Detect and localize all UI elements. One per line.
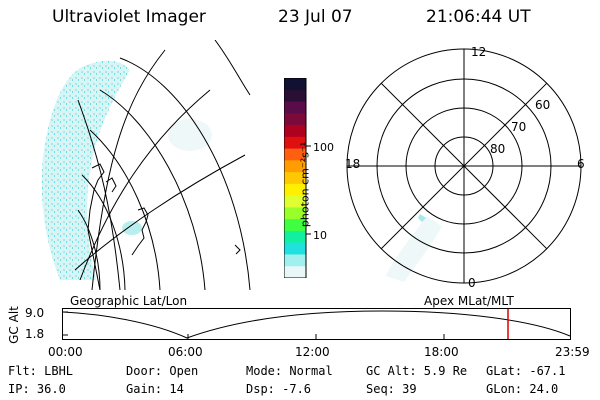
- colorbar-segment: [284, 230, 306, 244]
- colorbar-segment: [284, 242, 306, 255]
- colorbar-unit-label: photon cm⁻²s⁻¹: [298, 141, 312, 228]
- auroral-emission: [41, 60, 131, 280]
- gain-value: Gain: 14: [126, 382, 184, 396]
- colorbar-segment: [284, 101, 306, 114]
- mlt-label-0: 0: [468, 276, 476, 290]
- orbit-xtick: 06:00: [168, 345, 203, 359]
- colorbar-tick-label: 10: [313, 229, 327, 242]
- colorbar-segment: [284, 254, 306, 267]
- lat-label-60: 60: [535, 98, 551, 112]
- orbit-ytick-max: 9.0: [25, 306, 45, 320]
- colorbar-segment: [284, 183, 306, 197]
- colorbar-segment: [284, 207, 306, 220]
- orbit-ylabel: GC Alt: [6, 306, 21, 344]
- colorbar: [284, 78, 311, 278]
- gc-alt-value: GC Alt: 5.9 Re: [366, 364, 468, 378]
- mlt-label-12: 12: [471, 45, 487, 59]
- colorbar-segment: [284, 78, 306, 91]
- colorbar-segment: [284, 172, 306, 185]
- glat-value: GLat: -67.1: [486, 364, 566, 378]
- glon-value: GLon: 24.0: [486, 382, 559, 396]
- orbit-xtick: 18:00: [424, 345, 459, 359]
- colorbar-segment: [284, 125, 306, 138]
- colorbar-segment: [284, 113, 306, 126]
- dsp-value: Dsp: -7.6: [246, 382, 312, 396]
- left-panel-caption: Geographic Lat/Lon: [70, 294, 188, 308]
- coastline: [87, 163, 241, 290]
- orbit-xtick: 23:59: [555, 345, 590, 359]
- orbit-altitude-plot: [62, 308, 571, 340]
- colorbar-segment: [284, 160, 306, 173]
- colorbar-segment: [284, 148, 306, 161]
- seq-value: Seq: 39: [366, 382, 417, 396]
- colorbar-segment: [284, 136, 306, 150]
- colorbar-segment: [284, 195, 306, 208]
- instrument-title: Ultraviolet Imager: [52, 7, 206, 27]
- mlt-axis: [380, 82, 548, 250]
- ip-value: IP: 36.0: [8, 382, 66, 396]
- polar-plot: [346, 48, 582, 284]
- faint-emission: [168, 119, 212, 151]
- geographic-image-panel: [41, 40, 251, 290]
- lat-label-80: 80: [490, 142, 506, 156]
- mlt-label-18: 18: [345, 157, 361, 171]
- polar-emission: [386, 216, 442, 282]
- door-value: Door: Open: [126, 364, 199, 378]
- time-label: 21:06:44 UT: [426, 7, 531, 27]
- altitude-curve: [62, 310, 571, 339]
- orbit-xtick: 12:00: [295, 345, 330, 359]
- orbit-xtick: 00:00: [48, 345, 83, 359]
- lat-label-70: 70: [511, 120, 527, 134]
- polar-emission-spot: [418, 214, 426, 222]
- right-panel-caption: Apex MLat/MLT: [424, 294, 514, 308]
- filter-value: Flt: LBHL: [8, 364, 74, 378]
- colorbar-tick-label: 100: [313, 141, 334, 154]
- mode-value: Mode: Normal: [246, 364, 333, 378]
- date-label: 23 Jul 07: [278, 7, 353, 27]
- colorbar-segment: [284, 219, 306, 232]
- colorbar-segment: [284, 266, 306, 278]
- orbit-ytick-min: 1.8: [25, 327, 45, 341]
- emission-spot: [122, 221, 142, 235]
- mlt-label-6: 6: [577, 157, 585, 171]
- colorbar-segment: [284, 89, 306, 103]
